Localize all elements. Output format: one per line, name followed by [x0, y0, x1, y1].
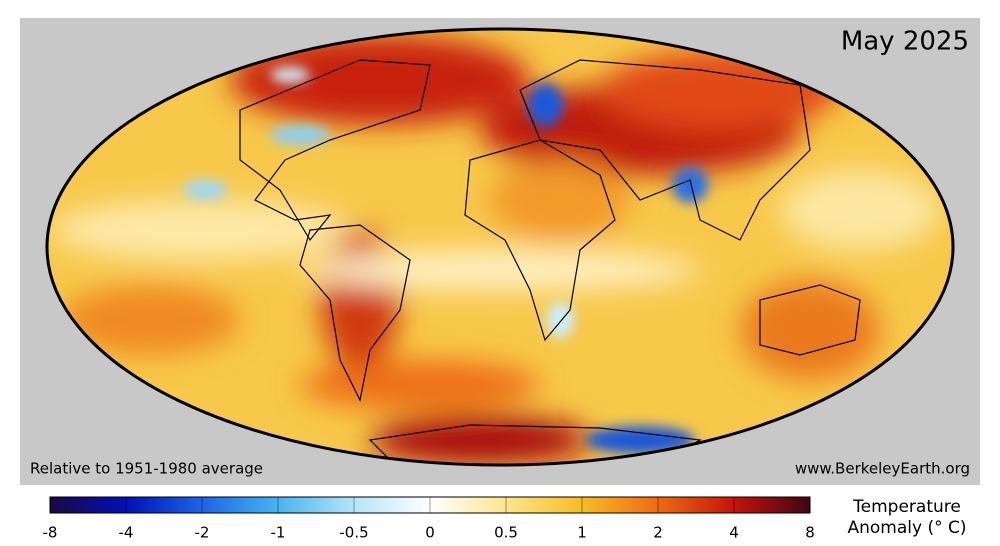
colorbar-tick-label: 0	[425, 524, 435, 542]
colorbar-title: Anomaly (° C)	[847, 518, 966, 538]
colorbar-tick-label: 0.5	[494, 524, 518, 542]
colorbar-tick-label: 2	[653, 524, 663, 542]
colorbar-tick-label: -8	[43, 524, 58, 542]
map-title: May 2025	[841, 27, 969, 57]
anomaly-field	[47, 29, 953, 465]
colorbar-title: Temperature	[852, 497, 961, 517]
colorbar-tick-label: 4	[729, 524, 739, 542]
colorbar-tick-label: -0.5	[339, 524, 368, 542]
baseline-note: Relative to 1951-1980 average	[30, 460, 263, 478]
colorbar-tick-label: 1	[577, 524, 587, 542]
globe-outline	[45, 27, 955, 467]
source-note: www.BerkeleyEarth.org	[795, 460, 970, 478]
colorbar-tick-label: -2	[195, 524, 210, 542]
colorbar-tick-label: 8	[805, 524, 815, 542]
colorbar-tick-label: -1	[271, 524, 286, 542]
colorbar-tick-label: -4	[119, 524, 134, 542]
